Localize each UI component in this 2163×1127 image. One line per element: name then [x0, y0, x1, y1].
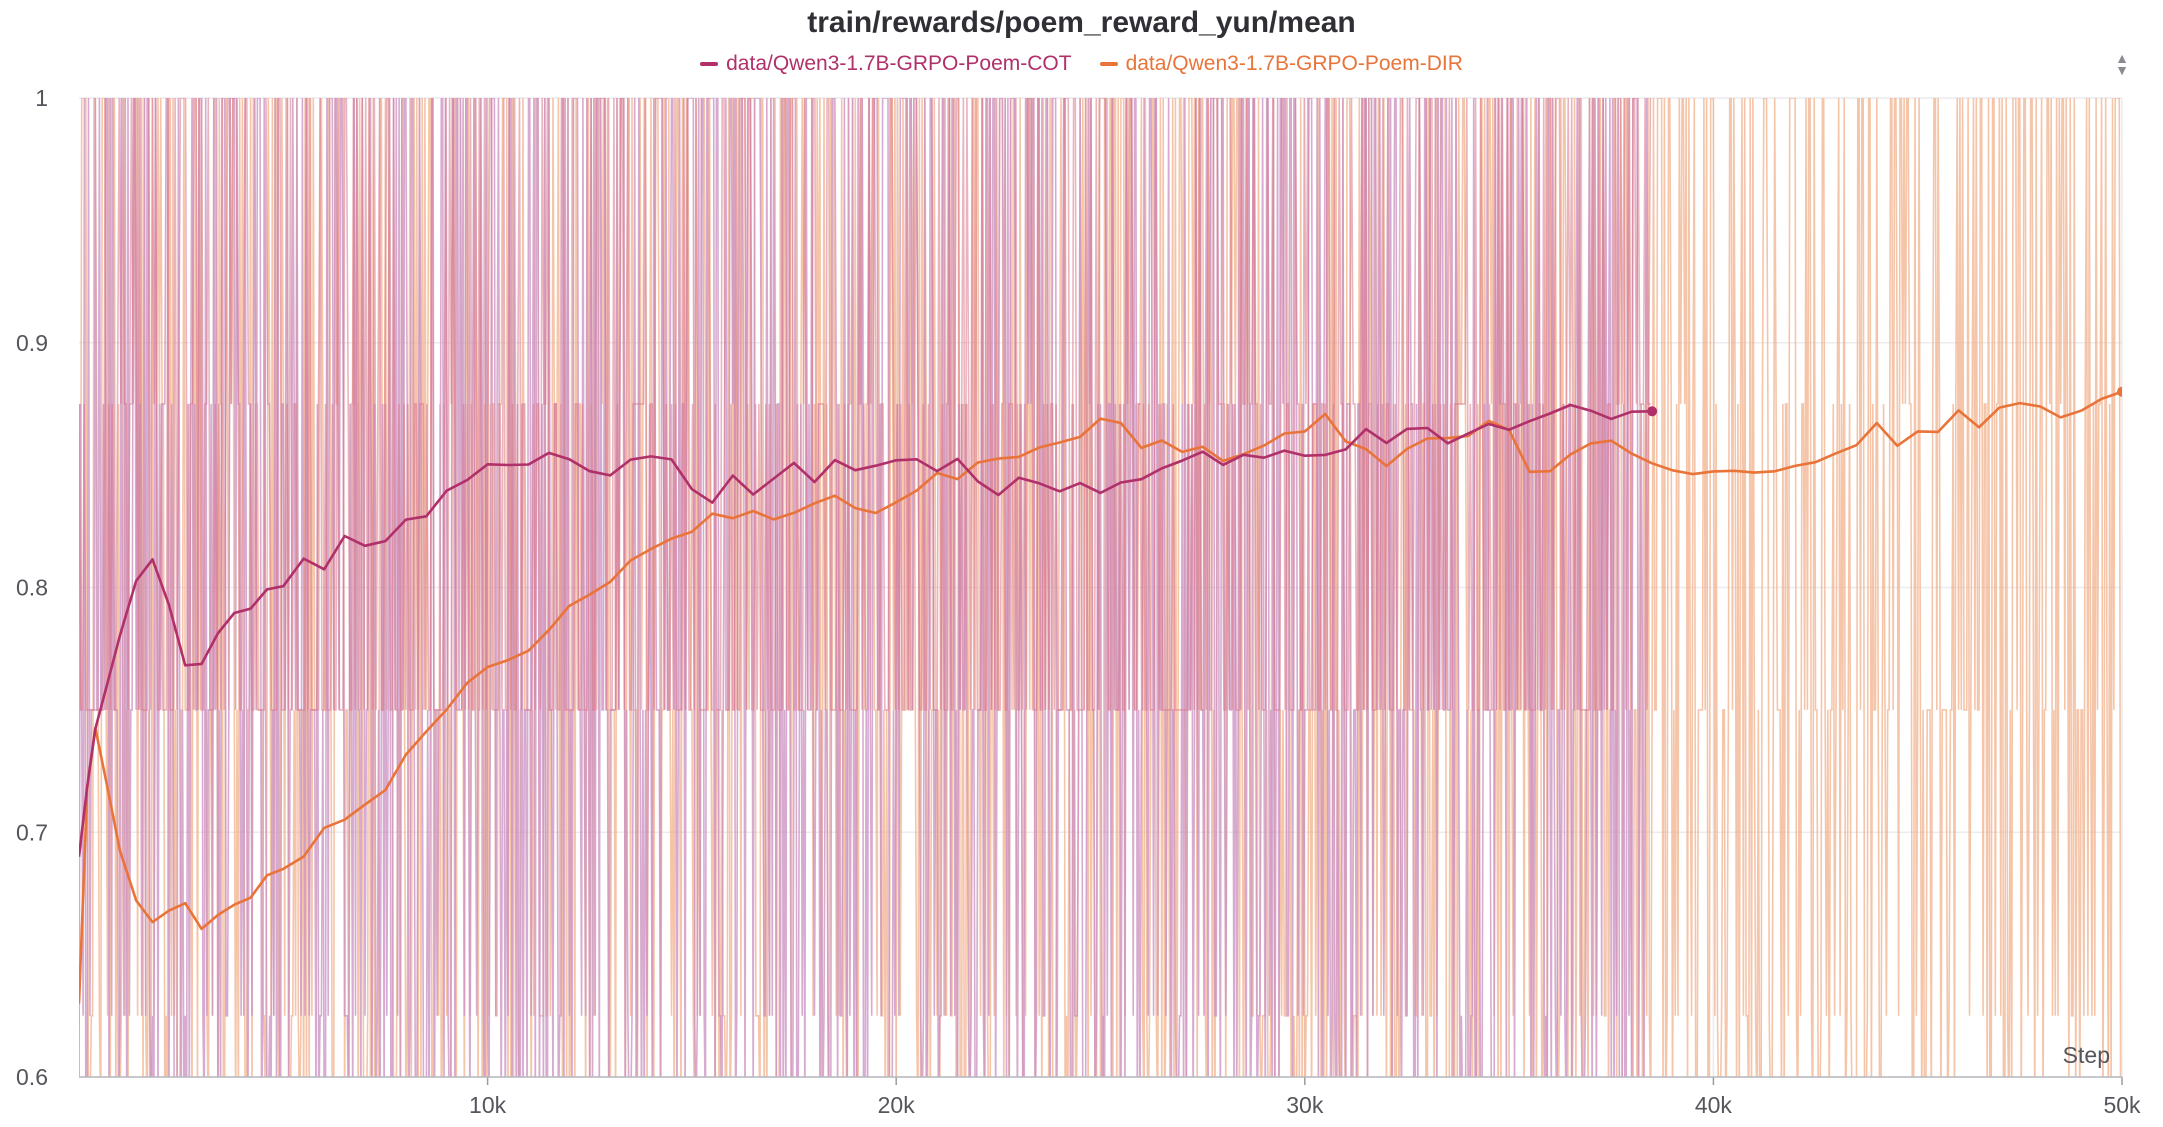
smoothed-lines: [79, 386, 2122, 1004]
y-tick-label: 0.9: [16, 330, 48, 356]
x-tick-label: 50k: [2103, 1092, 2141, 1118]
raw-series-cot-band: [79, 98, 1652, 711]
legend-label-dir: data/Qwen3-1.7B-GRPO-Poem-DIR: [1125, 52, 1463, 75]
legend-item-cot[interactable]: data/Qwen3-1.7B-GRPO-Poem-COT: [700, 52, 1072, 76]
legend-swatch-cot: [700, 62, 719, 66]
legend-swatch-dir: [1099, 62, 1118, 66]
series-endpoint-dir: [2117, 386, 2122, 397]
y-tick-label: 1: [35, 85, 48, 111]
legend-item-dir[interactable]: data/Qwen3-1.7B-GRPO-Poem-DIR: [1099, 52, 1463, 76]
y-tick-label: 0.6: [16, 1064, 48, 1090]
series-endpoint-cot: [1647, 406, 1658, 417]
chart-title: train/rewards/poem_reward_yun/mean: [807, 6, 1356, 39]
legend-label-cot: data/Qwen3-1.7B-GRPO-Poem-COT: [726, 52, 1072, 75]
y-tick-label: 0.7: [16, 819, 48, 845]
x-tick-label: 20k: [878, 1092, 916, 1118]
x-axis-label: Step: [2063, 1042, 2110, 1068]
x-tick-label: 40k: [1695, 1092, 1733, 1118]
y-tick-label: 0.8: [16, 575, 48, 601]
raw-data-layer: [79, 98, 2122, 1077]
legend: data/Qwen3-1.7B-GRPO-Poem-COT data/Qwen3…: [0, 52, 2163, 76]
series-line-dir[interactable]: [79, 390, 2122, 1004]
x-tick-label: 10k: [469, 1092, 507, 1118]
x-tick-label: 30k: [1286, 1092, 1324, 1118]
series-line-cot[interactable]: [79, 403, 1653, 857]
axes: 0.6 0.7 0.8 0.9 1 10k 20k 30k 40k 50k: [16, 85, 2141, 1118]
sort-updown-icon[interactable]: ▲ ▼: [2115, 50, 2129, 78]
